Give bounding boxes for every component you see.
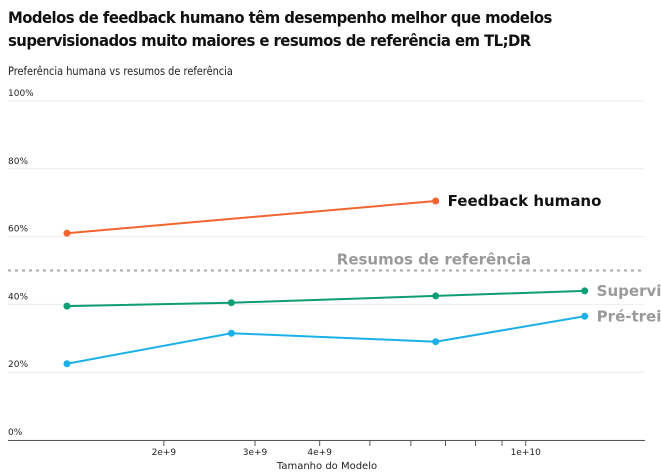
reference-line: Resumos de referência — [8, 251, 645, 272]
chart-title: Modelos de feedback humano têm desempenh… — [8, 8, 552, 50]
data-point — [227, 329, 235, 337]
data-point — [63, 302, 71, 310]
reference-line-label: Resumos de referência — [337, 251, 531, 269]
data-point — [227, 299, 235, 307]
series-lines — [63, 197, 589, 368]
x-tick-label: 2e+9 — [152, 448, 177, 458]
series-labels: Feedback humano Supervisado Pré-treinado — [448, 192, 661, 325]
series-label: Supervisado — [597, 282, 661, 300]
data-point — [581, 312, 589, 320]
series-label: Feedback humano — [448, 192, 602, 210]
y-tick-label: 80% — [8, 157, 28, 167]
x-axis: 2e+9 3e+9 4e+9 1e+10 Tamanho do Modelo — [8, 440, 645, 472]
x-tick-label: 1e+10 — [511, 448, 542, 458]
data-point — [581, 287, 589, 295]
data-point — [63, 360, 71, 368]
x-axis-label: Tamanho do Modelo — [276, 461, 377, 472]
y-axis-ticks: 0% 20% 40% 60% 80% 100% — [8, 89, 34, 438]
series-line — [66, 289, 585, 308]
x-tick-label: 4e+9 — [307, 448, 332, 458]
y-tick-label: 20% — [8, 360, 28, 370]
series-line — [66, 200, 436, 235]
data-point — [432, 292, 440, 300]
data-point — [432, 197, 440, 205]
data-point — [63, 229, 71, 237]
series-line — [66, 315, 585, 365]
series-label: Pré-treinado — [597, 307, 661, 325]
chart-subtitle: Preferência humana vs resumos de referên… — [8, 64, 233, 78]
x-tick-label: 3e+9 — [243, 448, 268, 458]
y-tick-label: 100% — [8, 89, 34, 99]
y-tick-label: 40% — [8, 292, 28, 302]
y-tick-label: 60% — [8, 225, 28, 235]
y-tick-label: 0% — [8, 428, 23, 438]
data-point — [432, 338, 440, 346]
